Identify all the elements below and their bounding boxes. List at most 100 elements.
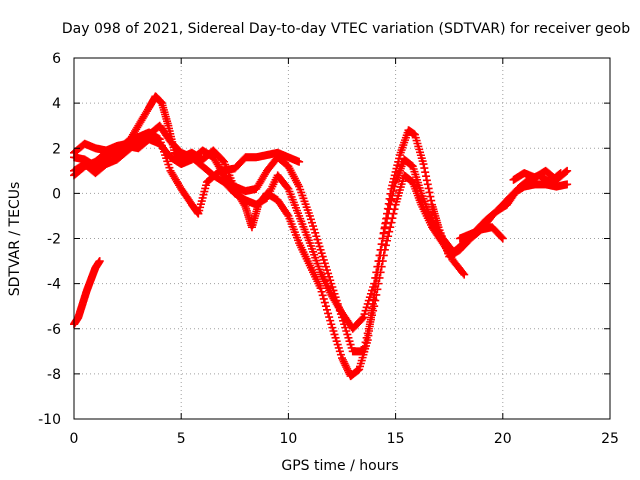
data-point xyxy=(319,294,328,303)
data-point xyxy=(384,232,393,241)
data-point xyxy=(384,209,393,218)
data-point xyxy=(381,241,390,250)
data-point xyxy=(372,268,381,277)
data-point xyxy=(366,315,375,324)
data-point xyxy=(421,168,430,177)
data-point xyxy=(374,257,383,266)
data-point xyxy=(95,257,104,266)
data-point xyxy=(385,205,394,214)
data-point xyxy=(369,306,378,315)
y-tick-label: 0 xyxy=(52,186,61,202)
data-point xyxy=(340,359,349,368)
data-point xyxy=(363,329,372,338)
data-point xyxy=(379,228,388,237)
data-point xyxy=(283,183,292,192)
x-tick-label: 10 xyxy=(279,431,297,447)
data-point xyxy=(324,309,333,318)
data-point xyxy=(419,160,428,169)
data-point xyxy=(316,284,325,293)
grid xyxy=(74,58,610,419)
x-tick-label: 20 xyxy=(494,431,512,447)
data-point xyxy=(385,227,394,236)
data-point xyxy=(498,234,507,243)
data-point xyxy=(368,311,377,320)
data-point xyxy=(563,166,572,175)
series-track-d xyxy=(70,121,565,333)
data-point xyxy=(295,157,304,166)
y-tick-label: -6 xyxy=(47,322,61,338)
x-tick-label: 15 xyxy=(387,431,405,447)
data-point xyxy=(358,314,367,323)
data-point xyxy=(422,172,431,181)
chart-title: Day 098 of 2021, Sidereal Day-to-day VTE… xyxy=(62,21,630,37)
data-point xyxy=(425,188,434,197)
y-axis-label: SDTVAR / TECUs xyxy=(7,182,23,297)
x-tick-label: 25 xyxy=(601,431,619,447)
y-tick-label: -2 xyxy=(47,232,61,248)
data-point xyxy=(364,324,373,333)
x-tick-label: 0 xyxy=(70,431,79,447)
data-point xyxy=(377,240,386,249)
data-point xyxy=(372,290,381,299)
data-point xyxy=(360,342,369,351)
data-point xyxy=(459,269,468,278)
data-point xyxy=(338,354,346,363)
data-point xyxy=(423,180,432,189)
data-point xyxy=(317,287,326,296)
x-tick-label: 5 xyxy=(177,431,186,447)
data-point xyxy=(343,364,352,373)
data-point xyxy=(321,302,330,311)
data-point xyxy=(326,316,335,325)
y-tick-label: -10 xyxy=(38,412,61,428)
data-point xyxy=(320,298,329,307)
y-tick-label: -8 xyxy=(47,367,61,383)
data-point xyxy=(497,233,506,242)
data-point xyxy=(563,180,572,189)
y-tick-label: 6 xyxy=(52,51,61,67)
data-point xyxy=(283,210,292,219)
data-point xyxy=(562,167,571,176)
data-point xyxy=(426,192,435,201)
y-tick-label: 4 xyxy=(52,96,61,112)
series-track-b xyxy=(70,135,469,356)
data-point xyxy=(344,366,353,375)
data-point xyxy=(424,184,433,193)
series-track-f xyxy=(455,223,507,243)
data-point xyxy=(362,333,371,342)
data-point xyxy=(383,236,392,245)
data-points xyxy=(70,92,572,381)
data-point xyxy=(376,245,385,254)
data-point xyxy=(339,357,348,366)
data-point xyxy=(422,176,431,185)
y-tick-label: -4 xyxy=(47,277,61,293)
series-track-g xyxy=(509,166,572,184)
data-point xyxy=(373,262,382,271)
data-point xyxy=(341,361,350,370)
x-axis-label: GPS time / hours xyxy=(281,458,398,474)
y-tick-label: 2 xyxy=(52,141,61,157)
data-point xyxy=(460,270,469,279)
data-point xyxy=(361,338,370,347)
data-point xyxy=(318,291,327,300)
data-point xyxy=(359,347,368,356)
data-point xyxy=(383,214,392,223)
data-point xyxy=(338,355,347,364)
data-point xyxy=(380,223,389,232)
data-point xyxy=(387,196,396,205)
data-point xyxy=(381,218,390,227)
data-point xyxy=(370,279,379,288)
data-point xyxy=(386,200,395,209)
axis-ticks: 0 5 10 15 20 25 -10 -8 -6 -4 -2 0 2 4 6 xyxy=(38,51,619,447)
series-track-e xyxy=(70,257,104,329)
data-point xyxy=(342,363,351,372)
data-point xyxy=(389,187,398,196)
data-point xyxy=(390,182,399,191)
data-point xyxy=(365,320,374,329)
data-point xyxy=(420,164,429,173)
data-point xyxy=(375,251,384,260)
data-point xyxy=(325,313,334,322)
data-point xyxy=(371,273,380,282)
data-point xyxy=(388,191,397,200)
data-point xyxy=(378,234,387,243)
